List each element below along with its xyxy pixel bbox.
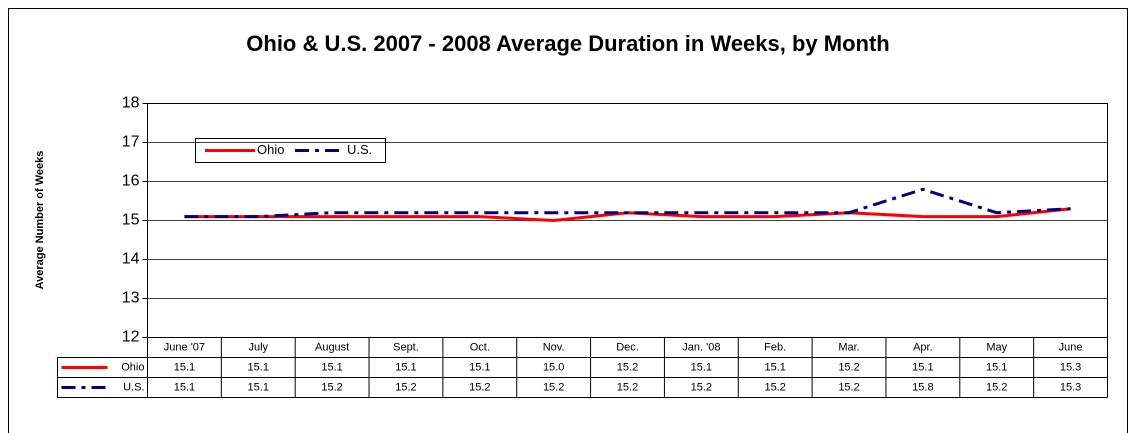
x-tick-label: Nov. [543,341,565,353]
x-tick-label: Dec. [616,341,639,353]
y-axis-title: Average Number of Weeks [34,151,46,290]
x-tick-label: Sept. [393,341,419,353]
table-value: 15.3 [1060,361,1081,373]
chart-frame [8,8,1128,433]
table-value: 15.1 [691,361,712,373]
x-tick-label: June [1059,341,1083,353]
table-value: 15.1 [986,361,1007,373]
table-value: 15.2 [321,381,342,393]
table-value: 15.2 [838,361,859,373]
y-tick-label: 18 [122,95,140,112]
table-value: 15.2 [691,381,712,393]
x-tick-label: Feb. [764,341,786,353]
table-value: 15.1 [469,361,490,373]
table-value: 15.2 [764,381,785,393]
y-tick-label: 17 [122,134,140,151]
table-value: 15.1 [174,381,195,393]
table-value: 15.2 [986,381,1007,393]
table-value: 15.1 [912,361,933,373]
x-tick-label: Apr. [913,341,933,353]
x-tick-label: Jan. '08 [682,341,720,353]
table-row-label: Ohio [121,361,144,373]
x-tick-label: August [315,341,349,353]
legend-box [195,138,386,163]
table-row-label: U.S. [123,381,144,393]
table-value: 15.1 [248,381,269,393]
table-value: 15.1 [321,361,342,373]
y-tick-label: 14 [122,251,140,268]
table-value: 15.2 [617,361,638,373]
chart-title: Ohio & U.S. 2007 - 2008 Average Duration… [246,31,889,56]
x-tick-label: Mar. [838,341,859,353]
x-tick-label: July [248,341,268,353]
table-value: 15.3 [1060,381,1081,393]
table-value: 15.0 [543,361,564,373]
series-line [184,187,1071,219]
table-value: 15.2 [395,381,416,393]
legend-label: U.S. [347,142,372,157]
y-tick-label: 12 [122,329,140,346]
table-value: 15.2 [617,381,638,393]
table-value: 15.8 [912,381,933,393]
table-value: 15.1 [248,361,269,373]
y-tick-label: 15 [122,212,140,229]
table-value: 15.2 [838,381,859,393]
table-value: 15.1 [395,361,416,373]
table-value: 15.2 [469,381,490,393]
y-tick-label: 13 [122,290,140,307]
x-tick-label: May [986,341,1007,353]
table-value: 15.1 [174,361,195,373]
x-tick-label: Oct. [470,341,490,353]
x-tick-label: June '07 [164,341,205,353]
legend-label: Ohio [257,142,284,157]
y-tick-label: 16 [122,173,140,190]
table-value: 15.2 [543,381,564,393]
table-value: 15.1 [764,361,785,373]
